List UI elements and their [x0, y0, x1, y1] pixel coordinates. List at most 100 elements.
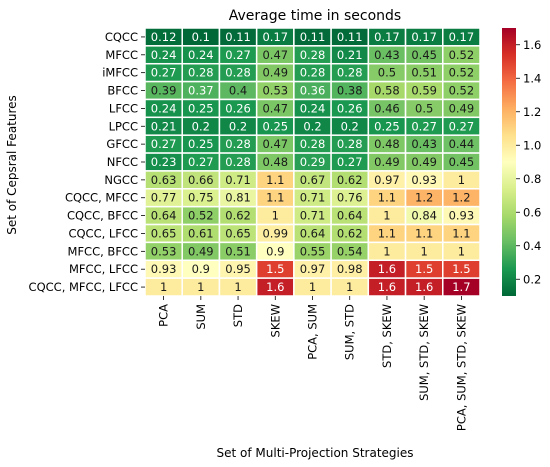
x-tick-label: SKEW [268, 304, 282, 337]
cell-value-label: 0.27 [151, 66, 177, 80]
cell-value-label: 0.62 [225, 209, 251, 223]
cell-value-label: 0.93 [449, 209, 475, 223]
cell-value-label: 0.51 [411, 66, 437, 80]
cell-value-label: 1.2 [452, 191, 470, 205]
cell-value-label: 0.24 [151, 48, 177, 62]
y-tick-label: CQCC, MFCC [65, 191, 138, 205]
colorbar-tick-label: 1.6 [523, 38, 541, 52]
cell-value-label: 0.93 [411, 173, 437, 187]
colorbar-tick-label: 1.4 [523, 71, 541, 85]
cell-value-label: 0.27 [188, 155, 214, 169]
cell-value-label: 0.64 [300, 226, 326, 240]
y-tick-label: NGCC [104, 173, 138, 187]
cell-value-label: 0.28 [225, 137, 251, 151]
cell-value-label: 0.39 [151, 84, 177, 98]
cell-value-label: 0.2 [229, 119, 247, 133]
cell-value-label: 0.28 [300, 66, 326, 80]
cell-value-label: 0.38 [337, 84, 363, 98]
cell-value-label: 0.2 [341, 119, 359, 133]
cell-value-label: 0.4 [229, 84, 247, 98]
cell-value-label: 0.24 [300, 101, 326, 115]
cell-value-label: 1.1 [452, 226, 470, 240]
cell-value-label: 0.52 [449, 66, 475, 80]
cell-value-label: 0.29 [300, 155, 326, 169]
colorbar-tick-label: 0.2 [523, 272, 541, 286]
y-tick-label: GFCC [106, 137, 138, 151]
cell-value-label: 0.95 [225, 262, 251, 276]
cell-value-label: 0.25 [262, 119, 288, 133]
cell-value-label: 0.28 [337, 66, 363, 80]
cell-value-label: 0.25 [374, 119, 400, 133]
cell-value-label: 0.97 [300, 262, 326, 276]
cell-value-label: 0.46 [374, 101, 400, 115]
colorbar-tick-label: 0.4 [523, 239, 541, 253]
y-tick-label: MFCC, LFCC [69, 262, 138, 276]
cell-value-label: 0.47 [262, 137, 288, 151]
cell-value-label: 0.53 [151, 244, 177, 258]
y-tick-label: CQCC, BFCC [67, 209, 138, 223]
x-tick-label: STD, SKEW [380, 304, 394, 368]
y-axis-label: Set of Cepsral Features [5, 95, 19, 235]
cell-value-label: 0.93 [151, 262, 177, 276]
cell-value-label: 0.47 [262, 48, 288, 62]
cell-value-label: 1.6 [415, 280, 433, 294]
cell-value-label: 0.5 [415, 101, 433, 115]
cell-value-label: 0.98 [337, 262, 363, 276]
colorbar-tick-label: 1.2 [523, 105, 541, 119]
cell-value-label: 0.71 [300, 209, 326, 223]
cell-value-label: 0.61 [188, 226, 214, 240]
cell-value-label: 0.66 [188, 173, 214, 187]
cell-value-label: 1 [346, 280, 353, 294]
cell-value-label: 0.49 [411, 155, 437, 169]
cell-value-label: 1.6 [266, 280, 284, 294]
y-tick-label: CQCC, MFCC, LFCC [29, 280, 138, 294]
cell-value-label: 0.1 [192, 30, 210, 44]
cell-value-label: 0.45 [411, 48, 437, 62]
cell-value-label: 0.11 [337, 30, 363, 44]
cell-value-label: 0.27 [225, 48, 251, 62]
cell-value-label: 0.43 [374, 48, 400, 62]
cell-value-label: 0.62 [337, 226, 363, 240]
cell-value-label: 0.48 [262, 155, 288, 169]
x-tick-label: STD [231, 304, 245, 327]
cell-value-label: 0.28 [188, 66, 214, 80]
x-tick-label: PCA [157, 304, 171, 327]
cell-value-label: 0.59 [411, 84, 437, 98]
cell-value-label: 1.2 [415, 191, 433, 205]
cell-value-label: 1 [383, 209, 390, 223]
x-tick-label: SUM, STD [343, 304, 357, 360]
cell-value-label: 0.84 [411, 209, 437, 223]
cell-value-label: 0.52 [449, 48, 475, 62]
cell-value-label: 0.9 [192, 262, 210, 276]
cell-value-label: 1 [458, 244, 465, 258]
cell-value-label: 0.49 [374, 155, 400, 169]
cell-value-label: 1.7 [452, 280, 470, 294]
cell-value-label: 1 [234, 280, 241, 294]
cell-value-label: 0.2 [303, 119, 321, 133]
cell-value-label: 0.58 [374, 84, 400, 98]
cell-value-label: 1 [421, 244, 428, 258]
y-tick-label: BFCC [107, 84, 138, 98]
cell-value-label: 0.28 [300, 48, 326, 62]
cell-value-label: 0.2 [192, 119, 210, 133]
cell-value-label: 0.17 [262, 30, 288, 44]
cell-value-label: 1 [458, 173, 465, 187]
cell-value-label: 0.97 [374, 173, 400, 187]
cell-value-label: 1.6 [378, 262, 396, 276]
cell-value-label: 0.27 [449, 119, 475, 133]
cell-value-label: 1 [197, 280, 204, 294]
heatmap-cells [144, 27, 481, 297]
cell-value-label: 0.17 [449, 30, 475, 44]
cell-value-label: 0.52 [449, 84, 475, 98]
cell-value-label: 1.5 [266, 262, 284, 276]
cell-value-label: 0.28 [225, 155, 251, 169]
cell-value-label: 0.27 [337, 155, 363, 169]
cell-value-label: 0.24 [188, 48, 214, 62]
cell-value-label: 0.5 [378, 66, 396, 80]
y-tick-label: MFCC [105, 48, 138, 62]
cell-value-label: 1 [160, 280, 167, 294]
cell-value-label: 0.17 [374, 30, 400, 44]
cell-value-label: 0.26 [225, 101, 251, 115]
cell-value-label: 0.27 [411, 119, 437, 133]
cell-value-label: 0.49 [262, 66, 288, 80]
